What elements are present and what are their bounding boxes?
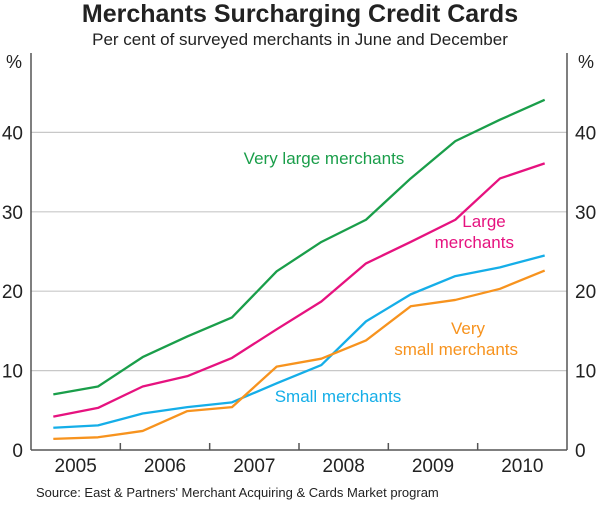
y-tick-label-left: 10 <box>2 362 23 383</box>
x-tick-label: 2005 <box>55 456 97 477</box>
series-label-small-merchants: Small merchants <box>275 387 402 406</box>
x-tick-label: 2006 <box>144 456 186 477</box>
series-line-large-merchants <box>53 162 546 418</box>
series-line-very-large-merchants <box>53 98 546 396</box>
series-label-large-merchants: Large <box>462 212 505 231</box>
y-tick-label-left: 30 <box>2 203 23 224</box>
chart-title: Merchants Surcharging Credit Cards <box>81 0 519 28</box>
series-label-very-large-merchants: Very large merchants <box>244 149 405 168</box>
chart-subtitle: Per cent of surveyed merchants in June a… <box>92 30 508 49</box>
y-tick-label-right: 20 <box>575 282 596 303</box>
y-tick-label-right: 10 <box>575 362 596 383</box>
series-line-small-merchants <box>53 254 545 429</box>
x-tick-label: 2010 <box>501 456 543 477</box>
y-axis-unit-left: % <box>6 52 22 72</box>
y-tick-label-right: 40 <box>575 123 596 144</box>
series-label-very-small-merchants: small merchants <box>394 340 518 359</box>
series-label-very-small-merchants: Very <box>451 319 486 338</box>
x-tick-label: 2008 <box>323 456 365 477</box>
source-note: Source: East & Partners' Merchant Acquir… <box>36 485 439 500</box>
x-tick-label: 2007 <box>233 456 275 477</box>
y-tick-label-left: 0 <box>12 441 23 462</box>
y-tick-label-left: 40 <box>2 123 23 144</box>
x-tick-label: 2009 <box>412 456 454 477</box>
y-axis-unit-right: % <box>578 52 594 72</box>
y-tick-label-right: 0 <box>575 441 586 462</box>
y-tick-label-right: 30 <box>575 203 596 224</box>
series-label-large-merchants: merchants <box>435 233 514 252</box>
y-tick-label-left: 20 <box>2 282 23 303</box>
series-line-very-small-merchants <box>53 269 546 441</box>
